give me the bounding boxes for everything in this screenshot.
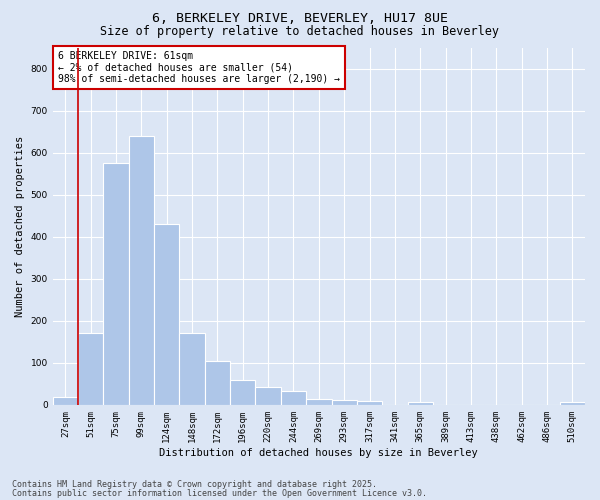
- Bar: [78, 334, 103, 405]
- Bar: [281, 392, 306, 405]
- Bar: [256, 387, 281, 405]
- Bar: [407, 402, 433, 405]
- Bar: [53, 398, 78, 405]
- Bar: [306, 398, 332, 405]
- Text: 6 BERKELEY DRIVE: 61sqm
← 2% of detached houses are smaller (54)
98% of semi-det: 6 BERKELEY DRIVE: 61sqm ← 2% of detached…: [58, 51, 340, 84]
- Bar: [230, 380, 256, 405]
- Bar: [357, 400, 382, 405]
- X-axis label: Distribution of detached houses by size in Beverley: Distribution of detached houses by size …: [160, 448, 478, 458]
- Bar: [560, 402, 585, 405]
- Text: Size of property relative to detached houses in Beverley: Size of property relative to detached ho…: [101, 25, 499, 38]
- Bar: [179, 334, 205, 405]
- Bar: [129, 136, 154, 405]
- Text: 6, BERKELEY DRIVE, BEVERLEY, HU17 8UE: 6, BERKELEY DRIVE, BEVERLEY, HU17 8UE: [152, 12, 448, 26]
- Bar: [103, 163, 129, 405]
- Bar: [332, 400, 357, 405]
- Text: Contains HM Land Registry data © Crown copyright and database right 2025.: Contains HM Land Registry data © Crown c…: [12, 480, 377, 489]
- Bar: [154, 224, 179, 405]
- Text: Contains public sector information licensed under the Open Government Licence v3: Contains public sector information licen…: [12, 489, 427, 498]
- Bar: [205, 360, 230, 405]
- Y-axis label: Number of detached properties: Number of detached properties: [15, 136, 25, 317]
